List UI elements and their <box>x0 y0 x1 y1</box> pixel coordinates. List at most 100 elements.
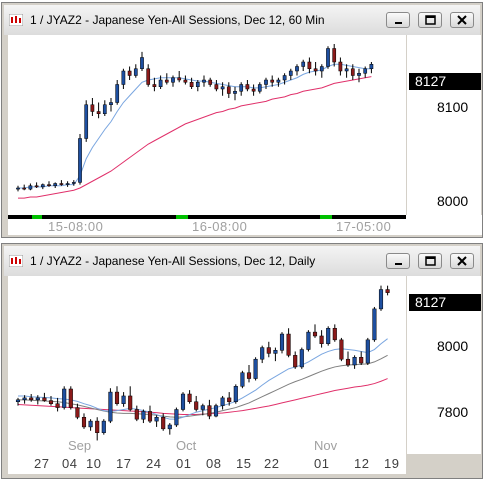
minimize-button[interactable] <box>386 253 410 269</box>
candle-body <box>299 349 304 368</box>
candle <box>220 395 225 410</box>
candle <box>102 100 107 116</box>
candle <box>22 184 27 191</box>
candle <box>75 403 80 420</box>
restore-button[interactable] <box>418 12 442 28</box>
candle-body <box>306 331 311 350</box>
candle <box>164 73 169 85</box>
candle-body <box>344 68 349 72</box>
candle <box>319 64 324 78</box>
minimize-icon <box>395 22 402 24</box>
candlestick-chart <box>15 285 390 441</box>
candle-body <box>363 68 368 74</box>
price-plot[interactable] <box>8 35 406 215</box>
candle <box>279 332 285 354</box>
day-label: 19 <box>384 456 400 471</box>
time-axis[interactable]: Sep Oct Nov 27 04 10 17 24 01 08 15 22 0… <box>8 438 406 476</box>
candle-body <box>307 61 312 69</box>
candle-body <box>152 84 157 87</box>
candle-body <box>174 409 179 426</box>
candle <box>134 405 139 422</box>
candle-body <box>301 61 306 67</box>
chart-window-daily: 1 / JYAZ2 - Japanese Yen-All Sessions, D… <box>1 243 483 479</box>
candle-body <box>183 79 188 83</box>
candle-body <box>378 289 384 310</box>
candle-body <box>34 185 39 188</box>
candle <box>108 388 113 424</box>
candle-body <box>101 420 106 433</box>
candle <box>286 328 291 358</box>
last-price-tag: 8127 <box>409 294 481 311</box>
candle-body <box>15 399 21 403</box>
moving-average-fast <box>18 63 372 189</box>
candle-body <box>154 416 159 422</box>
restore-icon <box>425 15 436 25</box>
candle-body <box>16 187 20 190</box>
candle-body <box>40 184 45 188</box>
restore-button[interactable] <box>418 253 442 269</box>
candle <box>115 80 120 105</box>
candle-body <box>140 57 144 69</box>
candle-body <box>109 102 113 105</box>
candle <box>369 62 374 74</box>
candle <box>227 392 232 406</box>
candle <box>161 413 166 431</box>
day-label: 17 <box>116 456 132 471</box>
day-label: 15 <box>236 456 252 471</box>
candle-body <box>121 395 126 404</box>
close-button[interactable] <box>450 253 474 269</box>
candle-body <box>385 289 390 293</box>
month-label-nov: Nov <box>314 438 338 453</box>
title-bar[interactable]: 1 / JYAZ2 - Japanese Yen-All Sessions, D… <box>4 246 480 276</box>
candle <box>29 394 34 402</box>
candle-body <box>246 372 252 379</box>
candle <box>312 324 318 338</box>
minimize-button[interactable] <box>386 12 410 28</box>
title-bar[interactable]: 1 / JYAZ2 - Japanese Yen-All Sessions, D… <box>4 5 480 35</box>
time-label-3: 17-05:00 <box>336 219 392 234</box>
day-label: 24 <box>146 456 162 471</box>
candle-body <box>365 339 370 364</box>
candle <box>363 66 368 78</box>
candle <box>62 386 67 410</box>
candle-body <box>128 395 133 410</box>
candle <box>359 351 364 365</box>
candle-body <box>78 138 82 183</box>
candle <box>71 180 76 186</box>
session-bar <box>8 215 406 219</box>
candle-body <box>47 184 51 186</box>
time-axis[interactable]: 15-08:00 16-08:00 17-05:00 <box>8 215 482 235</box>
candle <box>127 66 132 80</box>
price-plot[interactable] <box>8 276 406 454</box>
candle-body <box>22 187 27 190</box>
candle-body <box>233 386 238 403</box>
candle-body <box>180 393 186 410</box>
candle-body <box>326 48 330 67</box>
candle <box>133 64 138 78</box>
candle-body <box>213 405 219 417</box>
candle-body <box>332 48 337 63</box>
close-button[interactable] <box>450 12 474 28</box>
candle-body <box>233 91 237 94</box>
candle <box>81 413 87 429</box>
candle <box>319 330 324 348</box>
candle-body <box>42 397 47 401</box>
candle-body <box>240 372 245 387</box>
candle-body <box>114 391 120 404</box>
price-axis[interactable]: 8127 8100 8000 <box>407 35 481 215</box>
restore-icon <box>425 256 436 266</box>
candle <box>233 86 237 101</box>
candle <box>246 365 252 383</box>
candle <box>78 134 82 185</box>
candle-body <box>313 68 318 72</box>
candle <box>195 80 200 92</box>
candle <box>15 397 21 406</box>
candle-body <box>239 84 244 92</box>
candle <box>213 403 219 418</box>
candle-body <box>339 339 344 360</box>
candle-body <box>75 407 80 418</box>
price-axis[interactable]: 8127 8000 7800 <box>407 276 481 454</box>
candle <box>352 355 357 369</box>
candle <box>251 84 256 96</box>
candle <box>59 180 64 186</box>
